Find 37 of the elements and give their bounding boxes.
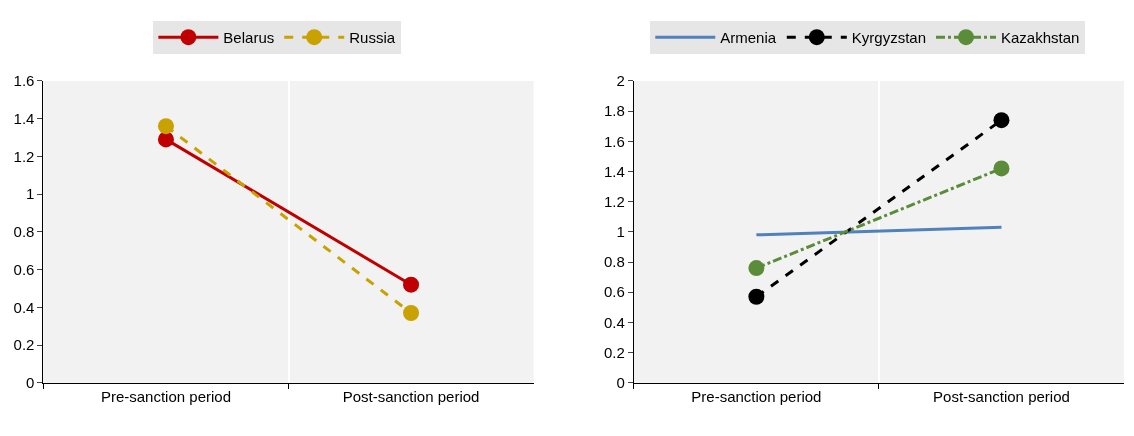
y-tick-label: 1.4 [603,162,625,180]
legend-label: Kazakhstan [1000,29,1080,47]
y-tick-label: 0.2 [13,336,35,354]
point [403,276,420,293]
point [993,112,1010,129]
legend-label: Kyrgyzstan [851,29,926,47]
point [157,131,174,148]
point [157,118,174,135]
legend-label: Armenia [720,29,777,47]
y-tick-label: 1.2 [603,192,625,210]
y-tick-label: 0.6 [13,260,35,278]
y-tick-label: 0.2 [603,343,625,361]
y-tick-label: 1.6 [13,72,35,90]
legend-label: Russia [349,29,396,47]
x-tick-label: Pre-sanction period [100,387,231,405]
y-tick-label: 0.8 [13,223,35,241]
x-tick-label: Post-sanction period [933,387,1070,405]
y-tick-label: 1.6 [603,132,625,150]
y-tick-label: 1 [616,223,625,241]
y-tick-label: 1.4 [13,109,35,127]
y-tick-label: 0 [616,374,625,392]
point [748,260,765,277]
legend-label: Belarus [223,29,275,47]
point [993,160,1010,177]
y-tick-label: 1.2 [13,147,35,165]
y-tick-label: 1 [26,185,35,203]
x-tick-label: Post-sanction period [342,387,480,405]
y-tick-label: 0.6 [603,283,625,301]
y-tick-label: 0.4 [13,298,35,316]
point [403,304,420,321]
point [748,288,765,305]
y-tick-label: 0.8 [603,253,625,271]
y-tick-label: 2 [616,72,625,90]
y-tick-label: 0 [26,374,35,392]
x-tick-label: Pre-sanction period [691,387,822,405]
y-tick-label: 0.4 [603,313,625,331]
y-tick-label: 1.8 [603,102,625,120]
